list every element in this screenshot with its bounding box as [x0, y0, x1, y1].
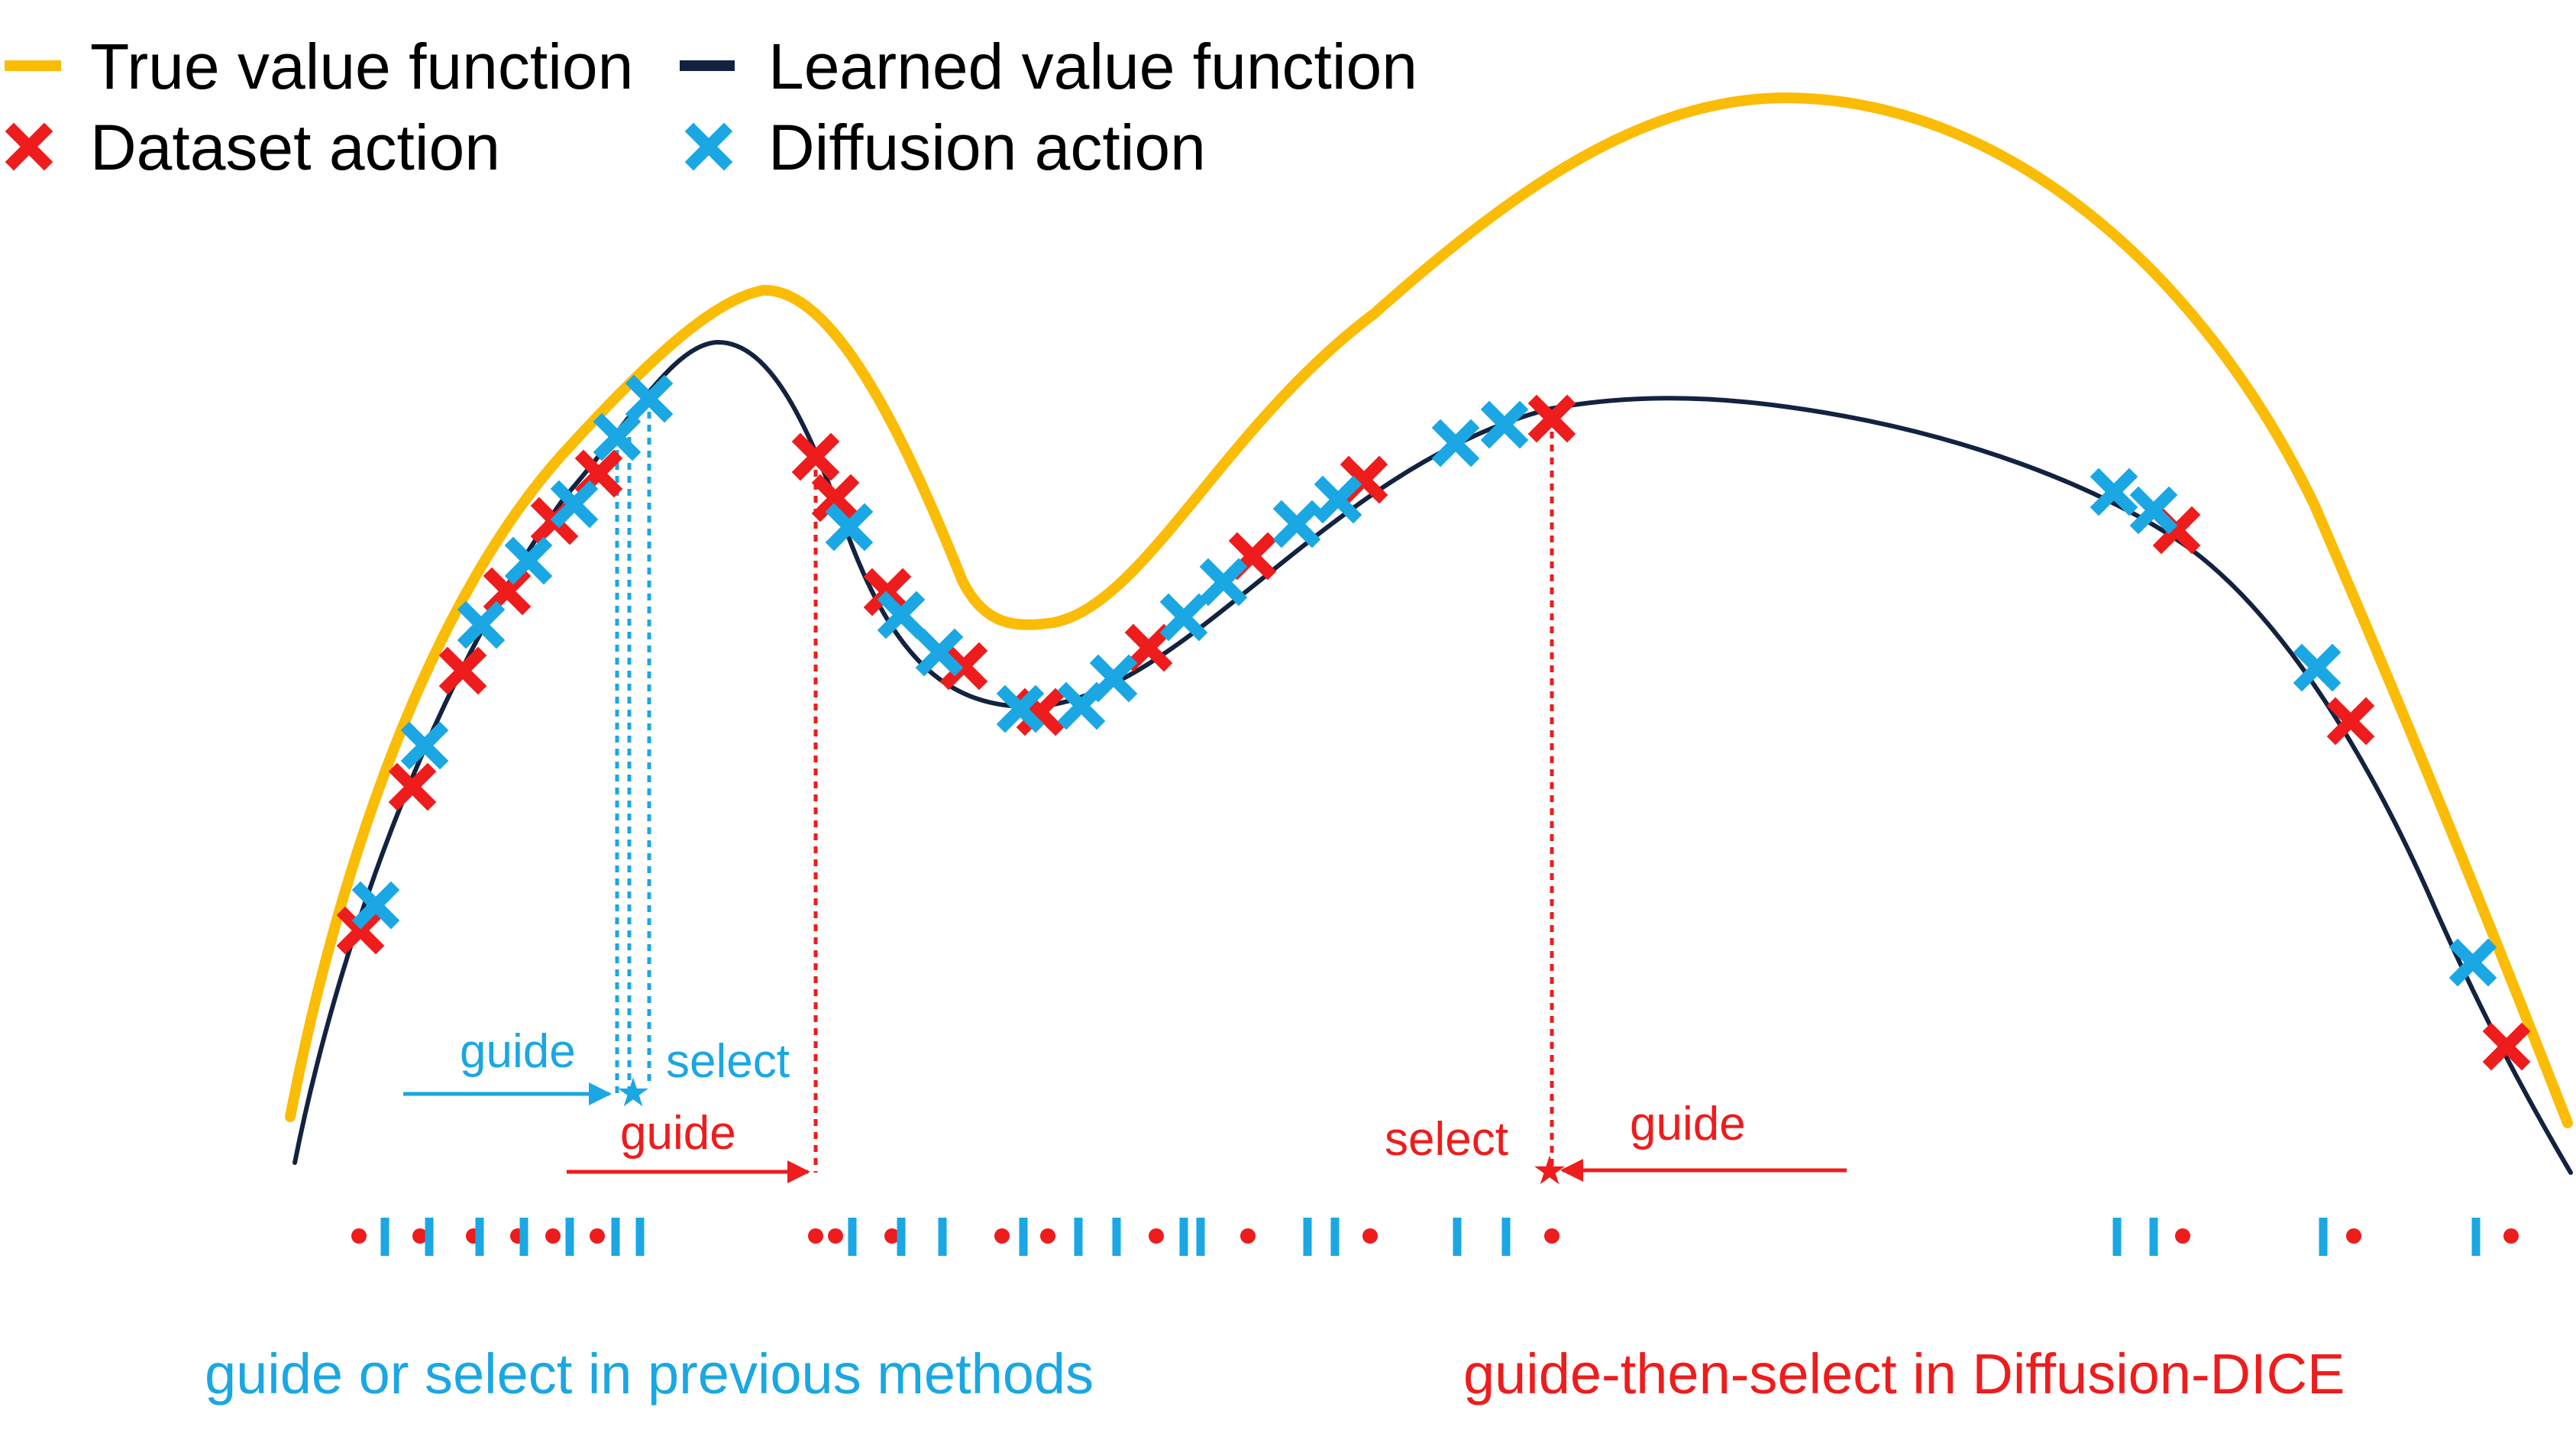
legend-diffusion-action-marker — [684, 122, 733, 171]
baseline-dataset-dot — [808, 1228, 823, 1244]
dataset-action-marker — [336, 906, 385, 955]
diffusion-action-marker — [2293, 643, 2342, 692]
diffusion-action-marker — [825, 503, 874, 552]
legend-true-value-label: True value function — [90, 31, 633, 102]
learned-value-curve — [293, 340, 2573, 1175]
dataset-action-marker — [1527, 394, 1576, 443]
guide-label-red-left: guide — [620, 1107, 736, 1160]
legend-dataset-action-label: Dataset action — [90, 112, 500, 183]
dataset-action-marker — [791, 432, 840, 481]
guide-label-blue: guide — [460, 1025, 576, 1078]
baseline-dataset-dot — [590, 1228, 605, 1244]
legend-dataset-action-marker — [5, 122, 53, 171]
baseline-dataset-dot — [1040, 1228, 1055, 1244]
baseline-dataset-dot — [412, 1228, 428, 1244]
diffusion-action-marker — [400, 721, 449, 770]
diffusion-action-marker — [996, 684, 1045, 733]
caption-previous-methods: guide or select in previous methods — [205, 1342, 1094, 1406]
select-label-red: select — [1385, 1113, 1508, 1166]
projection-lines — [615, 399, 1554, 1173]
dataset-action-marker — [2326, 697, 2375, 746]
diffusion-action-marker — [1431, 419, 1480, 468]
dataset-actions — [336, 394, 2531, 1071]
baseline-dataset-dot — [1544, 1228, 1559, 1244]
select-star-blue: ★ — [616, 1070, 651, 1116]
dataset-action-marker — [388, 762, 437, 811]
dataset-action-marker — [483, 567, 532, 616]
diffusion-action-marker — [915, 628, 964, 677]
diffusion-action-marker — [1057, 681, 1106, 730]
true-value-curve — [285, 92, 2573, 1128]
dataset-action-marker — [939, 642, 988, 691]
baseline-dataset-dot — [2503, 1228, 2519, 1244]
diffusion-action-marker — [550, 480, 599, 529]
diffusion-action-marker — [2129, 486, 2178, 535]
diffusion-action-marker — [351, 881, 400, 930]
baseline-diffusion-ticks — [380, 1218, 2481, 1256]
baseline-dataset-dot — [828, 1228, 843, 1244]
diffusion-action-marker — [2090, 468, 2138, 516]
legend: True value function Learned value functi… — [5, 31, 1417, 183]
diffusion-action-marker — [877, 590, 926, 639]
legend-learned-value-label: Learned value function — [768, 31, 1417, 102]
dataset-action-marker — [863, 568, 912, 616]
diffusion-action-marker — [1272, 500, 1321, 548]
diffusion-action-marker — [1314, 475, 1362, 524]
dataset-action-marker — [811, 474, 860, 523]
baseline-dataset-dot — [545, 1228, 561, 1244]
select-star-red: ★ — [1532, 1148, 1568, 1194]
dataset-action-marker — [1124, 623, 1173, 672]
diffusion-action-marker — [2448, 938, 2497, 987]
diffusion-action-marker — [1159, 593, 1208, 642]
diffusion-action-marker — [504, 536, 553, 585]
diffusion-action-marker — [457, 600, 506, 649]
baseline-dataset-dots — [351, 1228, 2519, 1244]
baseline-dataset-dot — [1362, 1228, 1378, 1244]
baseline-dataset-dot — [1240, 1228, 1256, 1244]
diffusion-action-marker — [625, 374, 674, 423]
dataset-action-marker — [438, 646, 487, 695]
baseline-dataset-dot — [884, 1228, 900, 1244]
baseline-dataset-dot — [2346, 1228, 2361, 1244]
dataset-action-marker — [2482, 1022, 2531, 1071]
baseline-dataset-dot — [1149, 1228, 1164, 1244]
baseline-dataset-dot — [2175, 1228, 2190, 1244]
diffusion-action-marker — [1480, 400, 1529, 449]
diffusion-action-marker — [593, 413, 642, 461]
baseline-dataset-dot — [994, 1228, 1010, 1244]
guide-label-red-right: guide — [1630, 1098, 1746, 1150]
diffusion-action-marker — [1199, 558, 1248, 607]
legend-diffusion-action-label: Diffusion action — [768, 112, 1206, 183]
select-label-blue: select — [666, 1035, 790, 1088]
diffusion-action-marker — [1089, 654, 1138, 703]
baseline-dataset-dot — [351, 1228, 367, 1244]
caption-diffusion-dice: guide-then-select in Diffusion-DICE — [1463, 1342, 2345, 1406]
diffusion-actions — [351, 374, 2497, 987]
